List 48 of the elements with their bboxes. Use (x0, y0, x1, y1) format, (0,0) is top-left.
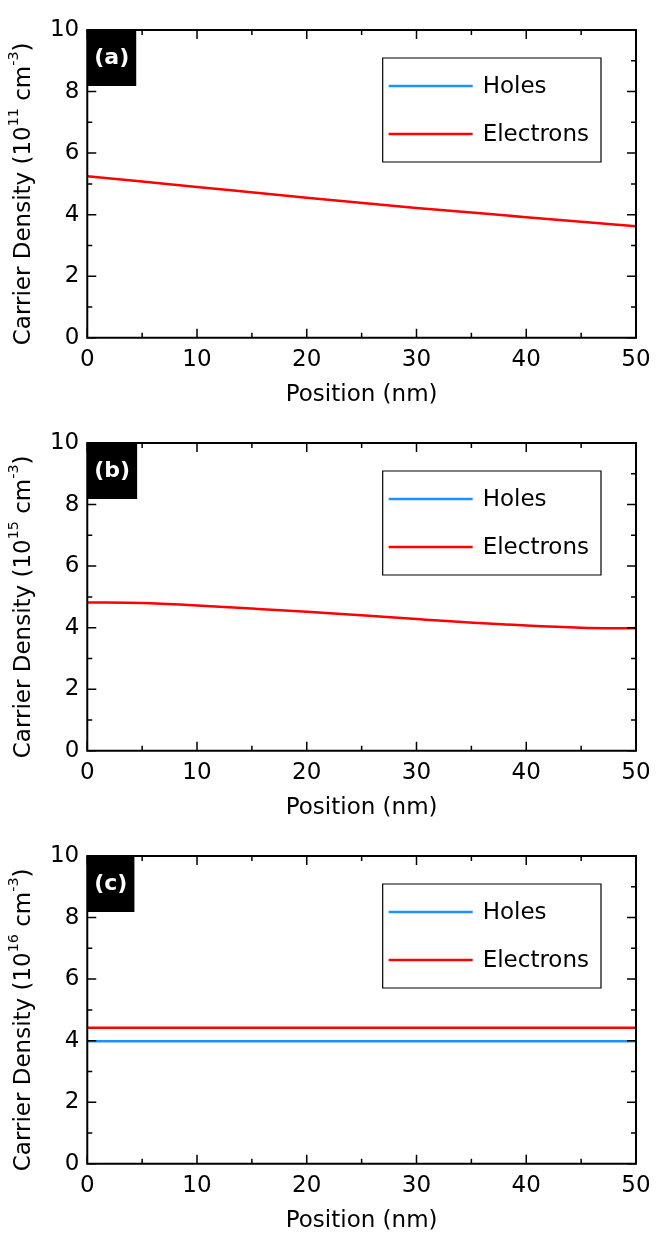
x-tick-label: 50 (621, 757, 651, 784)
y-tick-label: 8 (64, 76, 80, 103)
x-tick-label: 20 (292, 757, 322, 784)
x-axis-title: Position (nm) (285, 380, 438, 407)
x-tick-label: 10 (182, 344, 212, 371)
y-axis-title: Carrier Density (1015 cm-3) (5, 455, 35, 759)
x-tick-label: 20 (292, 344, 322, 371)
annotation: (c) (94, 869, 128, 895)
legend-label: Electrons (482, 119, 590, 146)
y-tick-label: 0 (64, 322, 80, 349)
x-axis-title: Position (nm) (285, 793, 438, 820)
x-tick-label: 40 (511, 344, 541, 371)
y-axis-title: Carrier Density (1016 cm-3) (5, 868, 35, 1172)
x-tick-label: 40 (511, 757, 541, 784)
y-tick-label: 2 (64, 261, 80, 288)
legend-label: Electrons (482, 945, 590, 972)
x-tick-label: 50 (621, 344, 651, 371)
y-tick-label: 10 (49, 14, 80, 41)
y-tick-label: 4 (64, 1025, 80, 1052)
y-tick-label: 6 (64, 964, 80, 991)
y-tick-label: 6 (64, 551, 80, 578)
legend-label: Holes (482, 897, 547, 924)
y-tick-label: 8 (64, 489, 80, 516)
x-tick-label: 10 (182, 1170, 212, 1197)
y-tick-label: 0 (64, 735, 80, 762)
legend-label: Holes (482, 484, 547, 511)
y-tick-label: 6 (64, 138, 80, 165)
legend-label: Electrons (482, 532, 590, 559)
y-axis-title: Carrier Density (1011 cm-3) (5, 42, 35, 346)
x-tick-label: 10 (182, 757, 212, 784)
y-tick-label: 4 (64, 612, 80, 639)
y-tick-label: 2 (64, 1087, 80, 1114)
annotation: (b) (94, 456, 131, 482)
x-tick-label: 50 (621, 1170, 651, 1197)
y-tick-label: 0 (64, 1148, 80, 1175)
x-tick-label: 30 (401, 757, 432, 784)
y-tick-label: 10 (49, 427, 80, 454)
x-tick-label: 40 (511, 1170, 541, 1197)
legend-label: Holes (482, 71, 547, 98)
y-tick-label: 8 (64, 902, 80, 929)
y-tick-label: 4 (64, 199, 80, 226)
annotation: (a) (94, 43, 130, 69)
y-tick-label: 10 (49, 840, 80, 867)
x-tick-label: 30 (401, 344, 432, 371)
y-tick-label: 2 (64, 674, 80, 701)
x-axis-title: Position (nm) (285, 1206, 438, 1233)
x-tick-label: 20 (292, 1170, 322, 1197)
x-tick-label: 30 (401, 1170, 432, 1197)
